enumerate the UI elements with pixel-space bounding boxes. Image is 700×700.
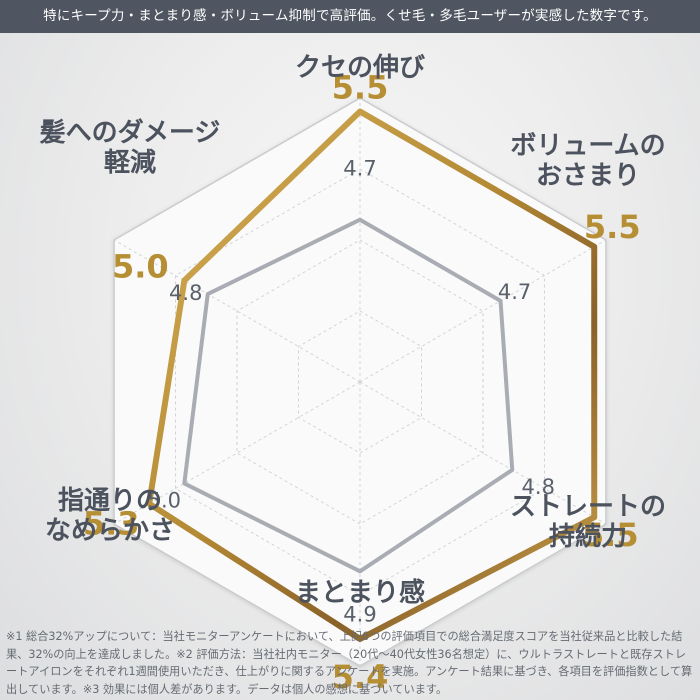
value-label-new-2: 5.5 <box>582 516 639 554</box>
axis-label-kuse-nobi: クセの伸び <box>294 53 425 83</box>
value-label-new-5: 5.0 <box>112 248 169 286</box>
radar-spoke <box>113 381 361 525</box>
radar-grid <box>113 97 607 667</box>
radar-grid-ring <box>298 310 422 454</box>
value-label-new-3: 5.4 <box>332 658 389 696</box>
radar-spoke <box>359 239 607 383</box>
radar-grid-ring <box>236 239 484 525</box>
value-label-old-0: 4.7 <box>343 157 376 181</box>
series-old-polygon <box>182 217 515 574</box>
axis-label-yubidoori: 指通りの なめらかさ <box>44 486 175 546</box>
value-label-new-0: 5.5 <box>332 69 389 107</box>
radar-spoke <box>359 381 607 525</box>
footnote: ※1 総合32%アップについて：当社モニターアンケートにおいて、上記6つの評価項… <box>6 630 693 696</box>
value-label-old-3: 4.9 <box>343 602 376 626</box>
radar-spoke <box>113 239 361 383</box>
axis-label-damage-keigen: 髪へのダメージ 軽減 <box>39 118 221 178</box>
value-label-new-4: 5.3 <box>83 505 140 543</box>
value-label-old-2: 4.8 <box>522 475 555 499</box>
value-label-old-4: 5.0 <box>148 488 181 512</box>
axis-label-volume-osamari: ボリュームの おさまり <box>510 131 666 191</box>
value-label-new-1: 5.5 <box>584 208 641 246</box>
radar-series <box>146 108 598 642</box>
axis-label-straight-jizokuryoku: ストレートの 持続力 <box>509 492 666 552</box>
value-label-old-1: 4.7 <box>498 280 531 304</box>
value-label-old-5: 4.8 <box>169 281 202 305</box>
top-banner: 特にキープ力・まとまり感・ボリューム抑制で高評価。くせ毛・多毛ユーザーが実感した… <box>0 0 700 33</box>
radar-value-labels: 5.55.55.55.45.35.04.74.74.84.95.04.8 <box>83 69 641 696</box>
axis-label-matomari-kan: まとまり感 <box>294 578 425 608</box>
series-new-polygon <box>146 108 598 642</box>
